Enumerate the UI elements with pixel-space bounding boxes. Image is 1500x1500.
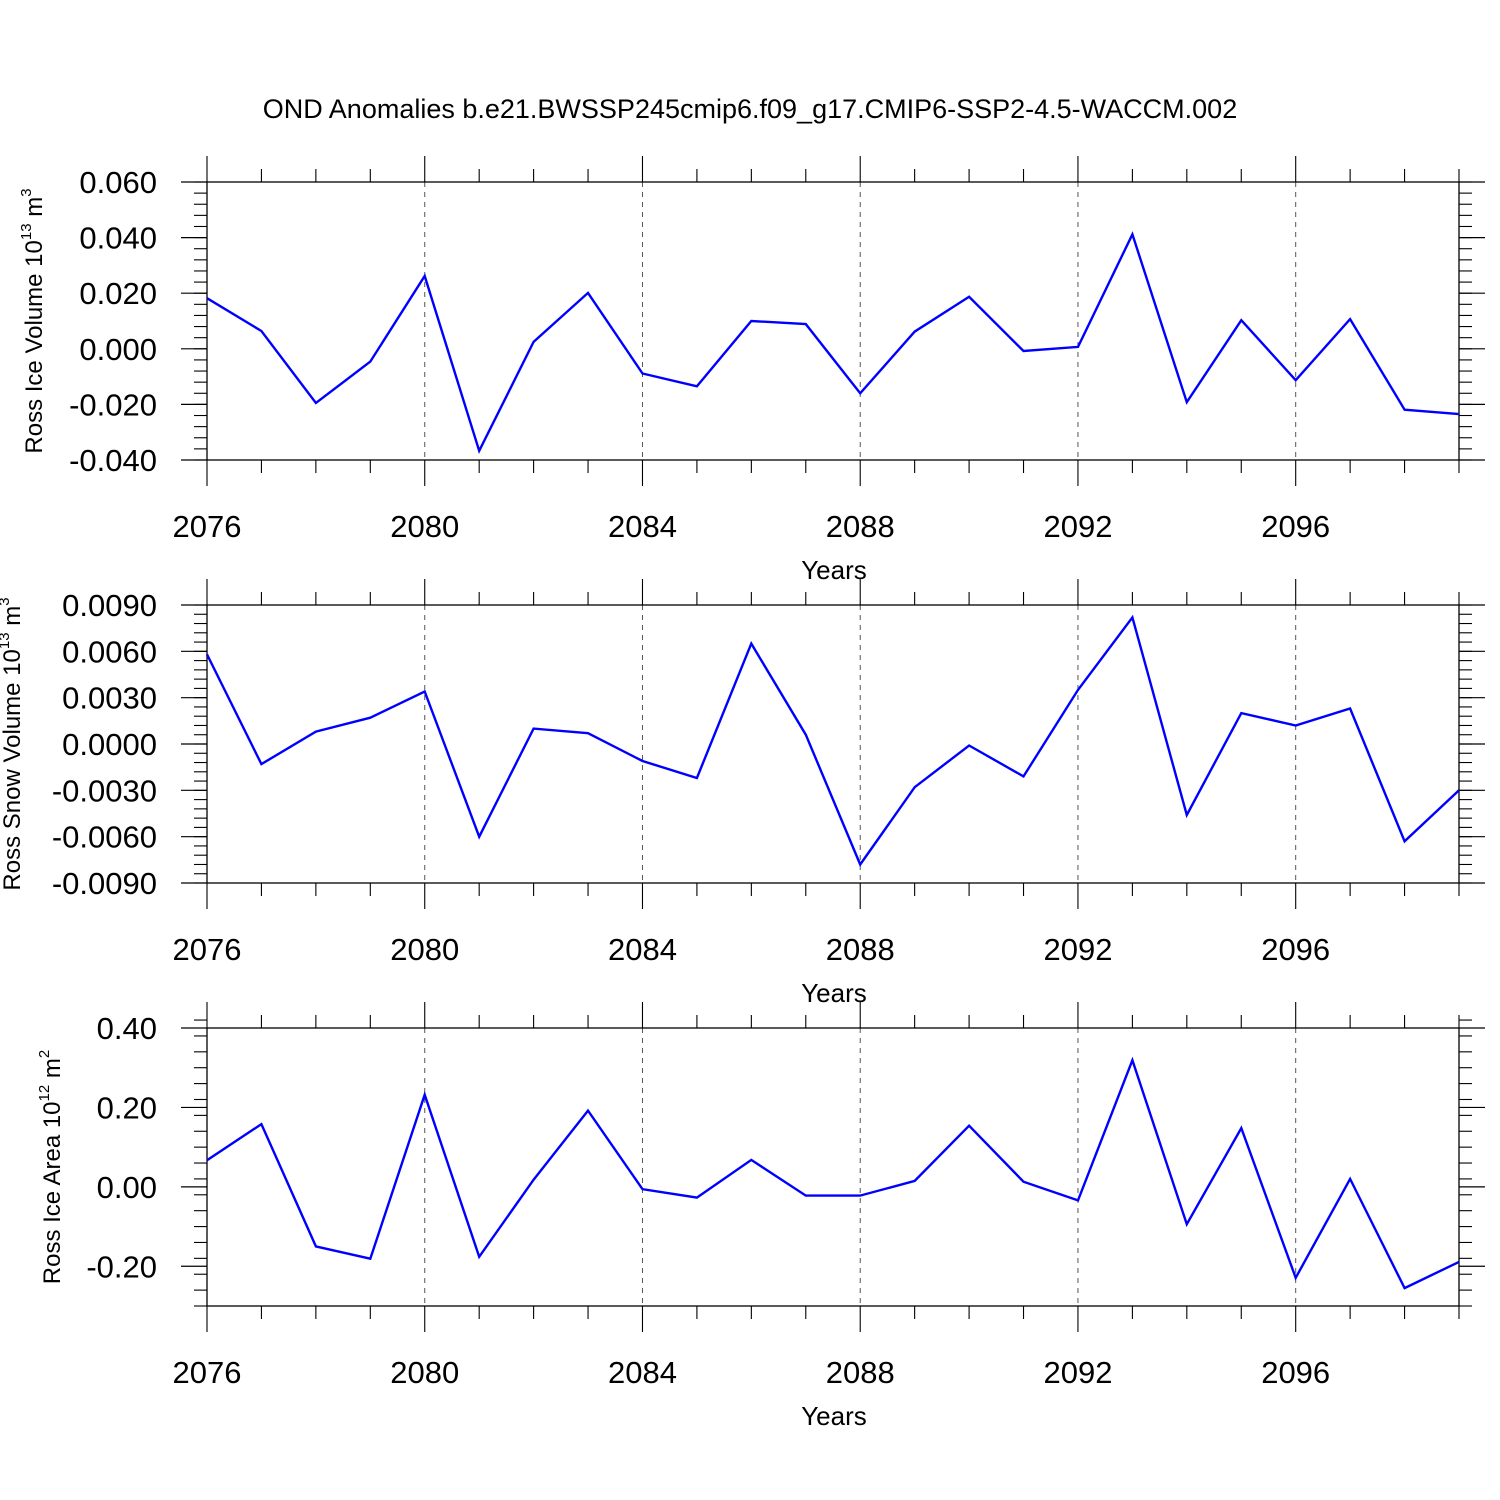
x-tick-label: 2092 (1043, 932, 1112, 967)
x-tick-label: 2084 (608, 932, 677, 967)
y-tick-label: -0.040 (69, 443, 157, 478)
x-tick-label: 2088 (826, 509, 895, 544)
x-tick-label: 2080 (390, 1355, 459, 1390)
y-tick-label: 0.060 (79, 165, 157, 200)
panel-2: 0.0090 0.0060 0.0030 0.0000 -0.0030 -0.0060 -0… (0, 579, 1485, 1008)
x-tick-label: 2076 (173, 1355, 242, 1390)
x-tick-label: 2088 (826, 1355, 895, 1390)
x-tick-label: 2088 (826, 932, 895, 967)
panels: 0.060 0.040 0.020 0.000 -0.020 -0.040 2076 2080… (0, 156, 1485, 1431)
y-tick-label: -0.0090 (52, 866, 157, 901)
figure-title: OND Anomalies b.e21.BWSSP245cmip6.f09_g1… (263, 94, 1237, 124)
x-tick-label: 2092 (1043, 509, 1112, 544)
y-tick-label: 0.000 (79, 332, 157, 367)
y-axis-label: Ross Ice Area 1012 m2 (36, 1050, 66, 1284)
x-axis-label: Years (801, 1401, 867, 1431)
x-tick-label: 2084 (608, 509, 677, 544)
x-tick-label: 2096 (1261, 1355, 1330, 1390)
series-line (206, 231, 1460, 455)
y-tick-label: -0.0060 (52, 820, 157, 855)
x-tick-label: 2096 (1261, 509, 1330, 544)
x-axis-label: Years (801, 555, 867, 585)
x-tick-label: 2080 (390, 509, 459, 544)
y-tick-label: 0.0000 (62, 727, 157, 762)
x-tick-label: 2096 (1261, 932, 1330, 967)
x-tick-label: 2080 (390, 932, 459, 967)
y-tick-label: 0.0060 (62, 634, 157, 669)
panel-3: 0.40 0.20 0.00 -0.20 2076 2080 2084 2088 2092 209… (36, 1002, 1485, 1431)
x-tick-label: 2076 (173, 509, 242, 544)
plot-frame (206, 1027, 1460, 1307)
y-tick-label: -0.020 (69, 387, 157, 422)
x-tick-label: 2084 (608, 1355, 677, 1390)
y-tick-label: 0.00 (97, 1170, 157, 1205)
series-line (206, 1056, 1460, 1290)
y-tick-label: 0.0030 (62, 681, 157, 716)
plot-frame (206, 181, 1460, 461)
y-tick-label: -0.0030 (52, 773, 157, 808)
y-tick-label: 0.40 (97, 1011, 157, 1046)
y-tick-label: 0.040 (79, 221, 157, 256)
x-axis-label: Years (801, 978, 867, 1008)
y-axis-label: Ross Snow Volume 1013 m3 (0, 597, 26, 890)
panel-1: 0.060 0.040 0.020 0.000 -0.020 -0.040 2076 2080… (18, 156, 1485, 585)
y-tick-label: 0.0090 (62, 588, 157, 623)
x-tick-label: 2076 (173, 932, 242, 967)
x-tick-label: 2092 (1043, 1355, 1112, 1390)
y-tick-label: 0.020 (79, 276, 157, 311)
y-tick-label: 0.20 (97, 1090, 157, 1125)
y-tick-label: -0.20 (86, 1249, 157, 1284)
y-axis-label: Ross Ice Volume 1013 m3 (18, 188, 48, 453)
series-line (205, 614, 1460, 867)
